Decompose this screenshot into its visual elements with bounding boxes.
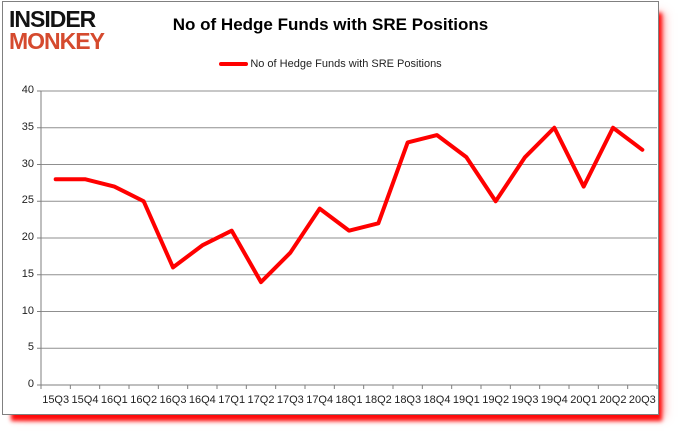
x-tick-label: 20Q2 (599, 394, 627, 406)
plot-area: 0 5 10 15 20 25 30 35 40 15Q3 15Q4 16Q1 16Q2 16Q3 16Q4… (3, 2, 658, 414)
x-tick-label: 18Q3 (394, 394, 422, 406)
y-tick-label: 10 (21, 304, 34, 317)
series-line (53, 125, 645, 285)
logo-line-insider: INSIDER (9, 6, 96, 32)
x-tick-label: 17Q2 (247, 394, 275, 406)
x-tick-label: 18Q2 (364, 394, 392, 406)
legend-line-swatch-icon (219, 62, 249, 66)
y-tick-label: 35 (21, 120, 34, 133)
x-tick-label: 19Q3 (511, 394, 539, 406)
chart-frame: INSIDER MONKEY No of Hedge Funds with SR… (2, 1, 659, 415)
x-tick-label: 17Q3 (276, 394, 304, 406)
x-tick-label: 19Q1 (452, 394, 480, 406)
x-tick-label: 16Q1 (100, 394, 128, 406)
y-tick-label: 20 (21, 231, 34, 243)
chart-legend: No of Hedge Funds with SRE Positions (3, 58, 658, 70)
x-tick-label: 20Q1 (570, 394, 598, 406)
x-tick-label: 16Q3 (159, 394, 187, 406)
y-tick-label: 5 (27, 341, 34, 354)
logo-line-monkey: MONKEY (9, 27, 105, 54)
x-tick-label: 20Q3 (628, 394, 656, 406)
axis-labels: 0 5 10 15 20 25 30 35 40 15Q3 15Q4 16Q1 16Q2 16Q3 16Q4… (3, 2, 658, 414)
x-tick-label: 15Q4 (71, 394, 99, 406)
x-tick-label: 19Q2 (482, 394, 510, 406)
insider-monkey-logo: INSIDER MONKEY (9, 6, 105, 54)
x-tick-label: 17Q4 (306, 394, 334, 406)
y-tick-label: 40 (21, 84, 34, 96)
x-tick-label: 18Q4 (423, 394, 451, 406)
legend-series-label: No of Hedge Funds with SRE Positions (250, 58, 442, 70)
x-tick-label: 15Q3 (42, 394, 70, 406)
chart-title: No of Hedge Funds with SRE Positions (172, 15, 489, 34)
y-tick-label: 25 (21, 194, 34, 207)
line-chart (37, 90, 658, 389)
x-tick-label: 18Q1 (335, 394, 363, 406)
x-tick-label: 17Q1 (218, 394, 246, 406)
y-tick-label: 15 (21, 267, 34, 280)
x-tick-label: 19Q4 (540, 394, 568, 406)
x-tick-label: 16Q4 (188, 394, 216, 406)
y-tick-label: 30 (21, 157, 34, 170)
x-tick-label: 16Q2 (130, 394, 158, 406)
y-tick-label: 0 (27, 378, 34, 390)
